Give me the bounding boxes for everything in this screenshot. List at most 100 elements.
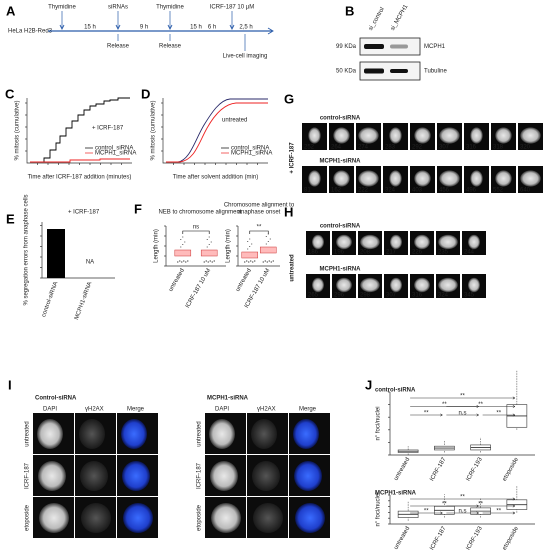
dot [250,260,252,262]
dot [206,246,208,248]
nucleus [122,461,150,491]
panel-letter: B [345,3,354,18]
label: DAPI [215,407,229,413]
label: 2,5 h [239,25,252,31]
dot [246,260,248,262]
dot [177,261,179,263]
dot [208,236,210,238]
timestamp: 162 [331,188,342,194]
panel-letter: E [6,211,15,226]
label: Thymidine [48,5,76,11]
dot [182,236,184,238]
label: Chromosome alignment to [224,203,295,209]
chromatin [468,277,480,293]
label: Live-cell imaging [223,54,268,60]
chromatin [414,234,430,250]
chromatin [468,234,480,250]
axes [162,98,268,164]
chromatin [389,170,402,187]
rotated-label: untreated [290,254,296,282]
box [200,249,218,257]
dot [180,239,182,240]
label: control-siRNA [320,224,361,230]
timestamp: 456 [439,188,450,194]
chromatin [414,127,431,144]
chromatin [439,170,460,187]
category-label: ICRF-187 10 uM [185,268,212,309]
timestamp: 196 [334,250,345,256]
dot [251,243,253,245]
label: 50 KDa [336,69,357,75]
curve [167,24,173,31]
panel-letter: J [365,377,372,392]
bar [47,229,65,278]
label: control_siRNA [231,146,269,152]
label: ** [424,508,429,514]
label: Release [159,44,182,50]
dot [187,260,189,262]
chromatin [312,234,324,250]
category-label: etoposide [502,456,521,482]
curve [267,27,274,35]
label: 15 h [190,25,202,31]
chromatin [495,127,512,144]
timestamp: 324 [385,188,396,194]
rotated-label: etoposide [197,504,203,531]
timestamp: 307 [439,145,450,151]
category-label: control-siRNA [41,281,59,318]
dot [266,261,268,263]
label: MCPH1-siRNA [375,491,417,497]
dot [210,241,212,243]
axes [237,226,280,267]
label: ** [442,402,447,408]
label: Release [107,44,130,50]
dot [268,260,270,262]
timestamp: 403 [412,188,423,194]
box [259,246,277,254]
category-label: untreated [393,457,411,482]
rotated-label: n° foci/nuclei [376,406,382,440]
category-label: untreated [393,526,411,550]
panel-letter: A [6,3,16,18]
nucleus [38,461,66,491]
chromatin [520,170,541,187]
chromatin [360,234,380,250]
box [174,249,192,257]
timestamp: 264 [331,145,342,151]
band [390,69,408,73]
timestamp: 265 [308,293,319,299]
dot [183,260,185,262]
chromatin [360,277,380,293]
rotated-label: % segregation errors from anaphase cells [24,194,30,305]
label: ** [496,508,501,514]
category-label: untreated [168,268,186,293]
chromatin [390,234,402,250]
chromatin [470,170,483,187]
timestamp: 217 [386,250,397,256]
rotated-label: ICRF-187 [197,462,203,489]
panel-letter: C [5,86,15,101]
nucleus [210,461,238,491]
label: HeLa H2B-Red3 [8,29,53,35]
timestamp: 298 [360,293,371,299]
rotated-label: Length (min) [154,229,160,263]
label: ICRF-187 10 µM [210,5,254,11]
timestamp: 324 [438,293,449,299]
curve [512,396,516,400]
label: MCPH1-siRNA [207,396,249,402]
chromatin [439,127,460,144]
rotated-label: etoposide [25,504,31,531]
label: control_siRNA [95,146,133,152]
label: anaphase onset [238,210,281,216]
timestamp: 81 [304,188,311,194]
timestamp: 320 [520,145,531,151]
label: ** [496,410,501,416]
label: n.s [458,410,466,416]
rotated-label: n° foci/nuclei [376,492,382,526]
curve [440,511,443,515]
curve [249,230,269,234]
label: Control-siRNA [35,396,77,402]
category-label: untreated [235,268,253,293]
